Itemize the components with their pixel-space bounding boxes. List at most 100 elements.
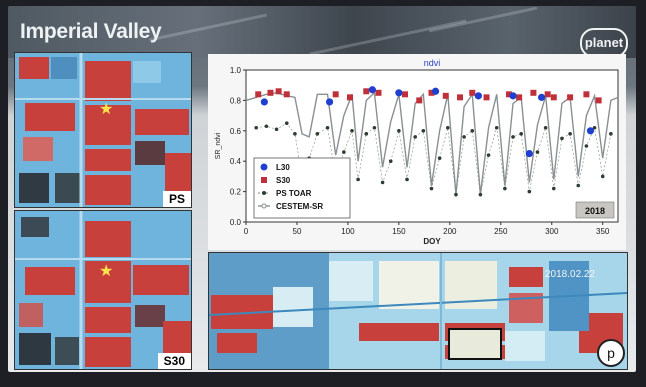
x-tick-label: 250 — [494, 227, 508, 236]
y-tick-label: 0.0 — [230, 218, 242, 227]
legend-label: S30 — [276, 176, 291, 185]
banner-texture — [309, 19, 467, 56]
x-tick-label: 350 — [596, 227, 610, 236]
s30-label: S30 — [157, 353, 191, 369]
l30-point — [509, 92, 517, 100]
star-marker-icon: ★ — [99, 263, 114, 280]
ndvi-chart: 0 50 100 150 200 250 300 350 0.0 0.2 0.4 0.6 0.8 1.0 n… — [208, 54, 626, 250]
ps-toar-point — [372, 125, 377, 130]
x-tick-label: 100 — [341, 227, 355, 236]
ps-label: PS — [162, 191, 191, 207]
s30-point — [267, 89, 274, 96]
y-axis-label: SR_ndvi — [215, 132, 222, 159]
s30-point — [375, 89, 382, 96]
series-line-cestem-sr — [245, 91, 619, 195]
l30-point — [325, 98, 334, 106]
ps-toar-point — [254, 125, 258, 130]
ps-toar-point — [519, 132, 523, 136]
l30-point — [537, 93, 546, 101]
s30-point — [530, 89, 537, 96]
l30-point — [586, 127, 595, 135]
ps-toar-point — [486, 153, 491, 157]
legend-marker-s30 — [261, 177, 267, 183]
y-tick-label: 0.4 — [230, 157, 242, 166]
ps-toar-point — [397, 129, 401, 133]
y-tick-label: 0.6 — [230, 127, 242, 136]
y-tick-label: 1.0 — [230, 66, 242, 75]
legend-box — [253, 157, 351, 219]
s30-image-panel: ★ S30 — [14, 210, 192, 370]
ps-toar-point — [494, 125, 499, 130]
l30-point — [474, 92, 482, 100]
ps-toar-point — [364, 132, 369, 136]
ps-toar-point — [274, 127, 279, 132]
ps-toar-point — [413, 135, 417, 139]
s30-point — [550, 94, 557, 101]
year-badge-label: 2018 — [585, 206, 605, 216]
l30-point — [260, 98, 268, 106]
ps-toar-point — [600, 174, 605, 179]
ps-toar-point — [350, 129, 354, 133]
ps-toar-point — [388, 159, 393, 163]
valley-map-panel: 2018.02.22 p — [208, 252, 628, 370]
ps-toar-point — [421, 129, 426, 133]
s30-point — [595, 97, 602, 104]
ps-toar-point — [560, 136, 564, 141]
ps-toar-point — [454, 192, 458, 197]
ps-toar-point — [315, 132, 320, 136]
valley-map — [209, 253, 627, 369]
s30-point — [442, 92, 449, 99]
banner-texture — [428, 6, 538, 33]
x-tick-label: 150 — [392, 227, 406, 236]
star-marker-icon: ★ — [99, 101, 114, 118]
ps-toar-point — [511, 135, 515, 139]
s30-point — [516, 94, 523, 101]
s30-point — [255, 91, 262, 98]
ps-toar-point — [356, 177, 360, 182]
y-tick-label: 0.2 — [230, 188, 242, 197]
l30-point — [431, 87, 440, 95]
ps-toar-point — [592, 125, 597, 130]
legend-marker-l30 — [260, 163, 268, 171]
s30-point — [332, 91, 339, 98]
ps-toar-point — [380, 180, 385, 185]
ps-toar-point — [405, 177, 409, 182]
ps-toar-point — [445, 125, 450, 130]
ps-toar-point — [503, 186, 507, 191]
legend-label: PS TOAR — [276, 189, 312, 198]
ps-toar-point — [576, 183, 581, 188]
x-tick-label: 200 — [443, 227, 457, 236]
y-tick-label: 0.8 — [230, 96, 242, 105]
ps-toar-point — [429, 186, 434, 191]
legend-marker-ps-toar — [262, 191, 266, 195]
s30-point — [567, 94, 574, 101]
s30-point — [469, 89, 476, 96]
ps-toar-point — [470, 129, 475, 133]
chart-title: ndvi — [424, 58, 441, 68]
s30-point — [583, 91, 590, 98]
series-line-ps-toar — [256, 122, 612, 195]
x-tick-label: 0 — [244, 227, 249, 236]
ps-toar-point — [437, 156, 442, 160]
s30-point — [283, 91, 290, 98]
s30-point — [416, 97, 423, 104]
p-corner-icon: p — [597, 339, 625, 367]
ps-toar-point — [462, 135, 466, 139]
ps-toar-point — [543, 125, 548, 130]
year-badge — [575, 201, 615, 219]
legend-label: CESTEM-SR — [276, 202, 323, 211]
s30-point — [363, 88, 370, 95]
x-tick-label: 50 — [293, 227, 302, 236]
ps-toar-point — [264, 124, 269, 129]
l30-point — [395, 89, 403, 97]
s30-point — [544, 91, 551, 98]
x-tick-label: 300 — [545, 227, 559, 236]
title-banner — [8, 6, 636, 58]
legend-marker-cestem-sr — [261, 203, 267, 209]
ps-toar-point — [527, 189, 532, 194]
ps-field-mosaic — [15, 53, 191, 207]
ndvi-chart-svg: 0 50 100 150 200 250 300 350 0.0 0.2 0.4 0.6 0.8 1.0 n… — [215, 58, 619, 246]
ps-toar-point — [284, 121, 289, 125]
ps-toar-point — [478, 192, 483, 197]
